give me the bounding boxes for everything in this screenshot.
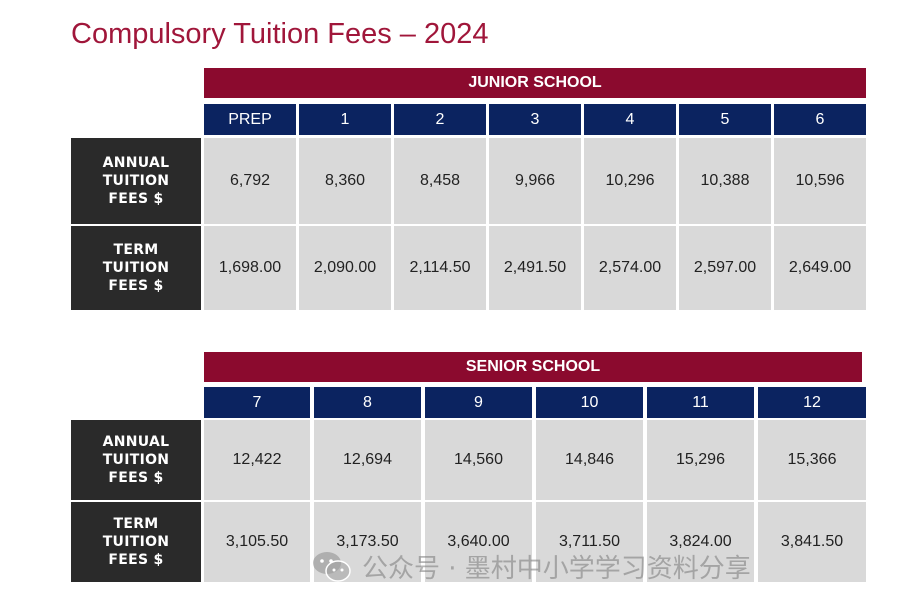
table-cell: 15,296 [647,420,754,500]
junior-annual-fees-label: ANNUAL TUITION FEES $ [71,138,201,224]
watermark: 公众号 · 墨村中小学学习资料分享 [312,548,751,585]
senior-grade-header-row: 7 8 9 10 11 12 [204,387,866,418]
table-cell: 2,491.50 [489,226,581,310]
junior-grade-2: 2 [394,104,486,135]
wechat-icon [312,550,352,584]
table-cell: 14,560 [425,420,532,500]
table-cell: 10,596 [774,138,866,224]
table-cell: 1,698.00 [204,226,296,310]
senior-term-fees-label: TERM TUITION FEES $ [71,502,201,582]
table-cell: 2,574.00 [584,226,676,310]
senior-grade-9: 9 [425,387,532,418]
table-cell: 2,090.00 [299,226,391,310]
senior-grade-8: 8 [314,387,421,418]
junior-grade-header-row: PREP 1 2 3 4 5 6 [204,104,866,135]
junior-term-fees-row: 1,698.00 2,090.00 2,114.50 2,491.50 2,57… [204,226,866,310]
table-cell: 15,366 [758,420,866,500]
table-cell: 9,966 [489,138,581,224]
senior-grade-11: 11 [647,387,754,418]
senior-grade-10: 10 [536,387,643,418]
senior-school-heading: SENIOR SCHOOL [204,352,862,382]
watermark-text: 公众号 · 墨村中小学学习资料分享 [362,554,751,584]
table-cell: 6,792 [204,138,296,224]
senior-grade-7: 7 [204,387,310,418]
table-cell: 10,388 [679,138,771,224]
table-cell: 3,711.50 [536,502,643,582]
table-cell: 8,360 [299,138,391,224]
table-cell: 2,597.00 [679,226,771,310]
table-cell: 8,458 [394,138,486,224]
table-cell: 14,846 [536,420,643,500]
junior-school-heading: JUNIOR SCHOOL [204,68,866,98]
table-cell: 3,841.50 [758,502,866,582]
senior-annual-fees-label: ANNUAL TUITION FEES $ [71,420,201,500]
table-cell: 2,114.50 [394,226,486,310]
junior-grade-3: 3 [489,104,581,135]
junior-grade-1: 1 [299,104,391,135]
junior-grade-prep: PREP [204,104,296,135]
table-cell: 3,640.00 [425,502,532,582]
junior-grade-6: 6 [774,104,866,135]
table-cell: 3,105.50 [204,502,310,582]
junior-grade-4: 4 [584,104,676,135]
table-cell: 12,694 [314,420,421,500]
junior-grade-5: 5 [679,104,771,135]
table-cell: 3,824.00 [647,502,754,582]
senior-annual-fees-row: 12,422 12,694 14,560 14,846 15,296 15,36… [204,420,866,500]
junior-term-fees-label: TERM TUITION FEES $ [71,226,201,310]
senior-term-fees-row: 3,105.50 3,173.50 3,640.00 3,711.50 3,82… [204,502,866,582]
junior-annual-fees-row: 6,792 8,360 8,458 9,966 10,296 10,388 10… [204,138,866,224]
table-cell: 2,649.00 [774,226,866,310]
table-cell: 12,422 [204,420,310,500]
table-cell: 10,296 [584,138,676,224]
senior-grade-12: 12 [758,387,866,418]
page-title: Compulsory Tuition Fees – 2024 [71,18,489,50]
